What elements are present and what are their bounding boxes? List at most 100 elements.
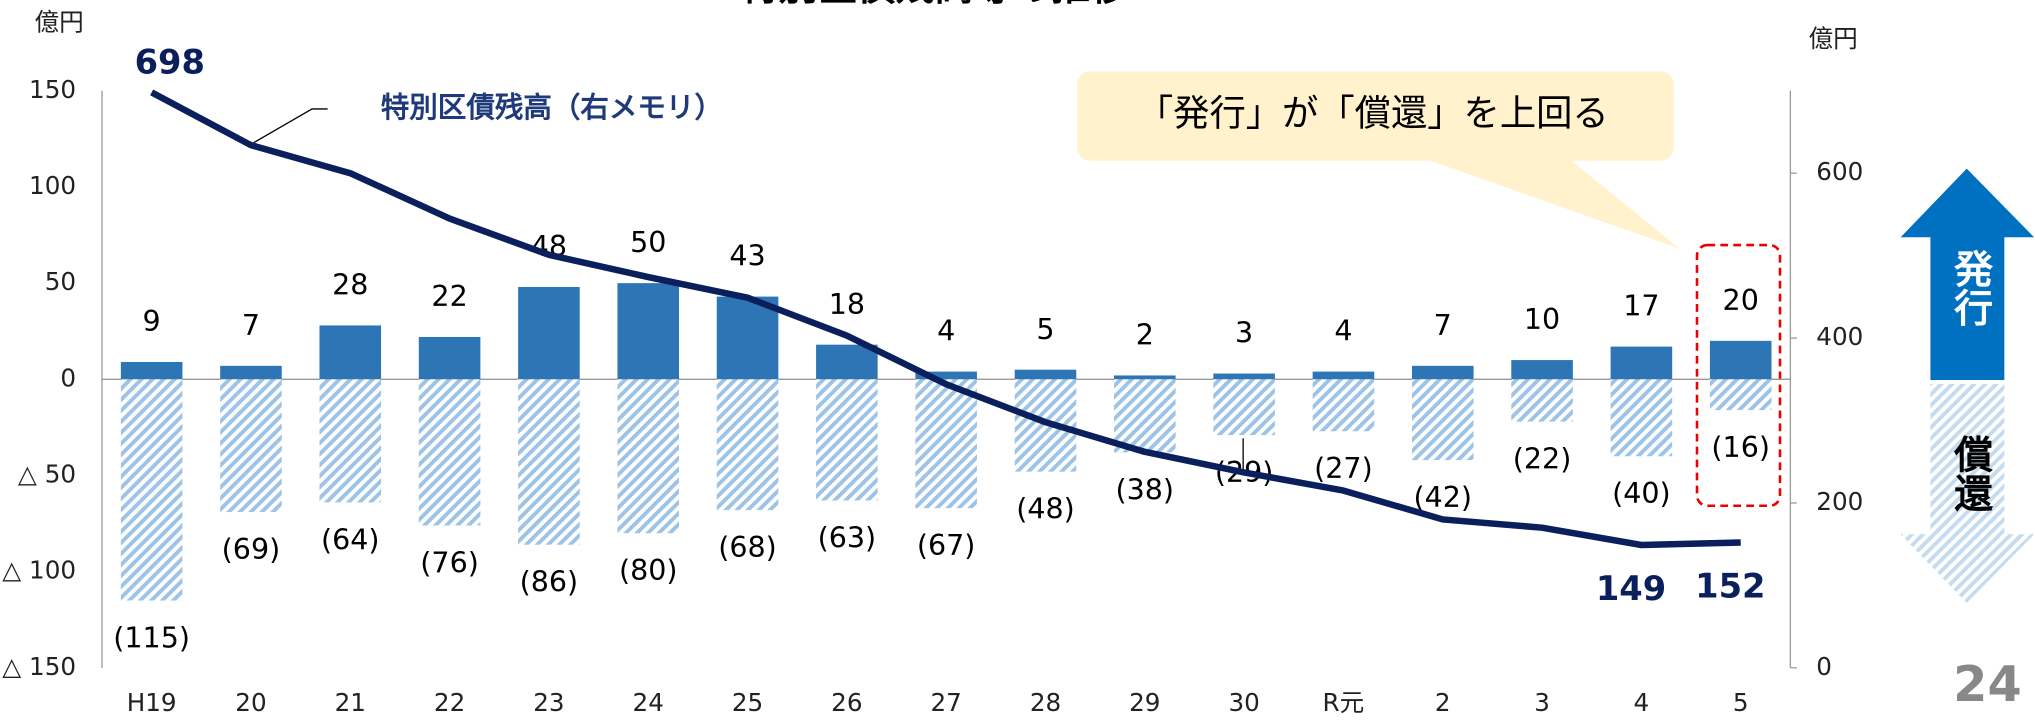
chart-title: 特別区債残高等の推移: [740, 0, 1129, 10]
bar-value-label: (63): [818, 521, 877, 554]
bar-value-label: (42): [1413, 481, 1472, 514]
bar-value-label: 18: [829, 288, 865, 321]
x-tick-label: 22: [434, 688, 465, 717]
x-tick-label: 5: [1733, 688, 1749, 717]
bar-value-label: (69): [222, 533, 281, 566]
issue-arrow: [1900, 168, 2035, 380]
bar-value-label: 4: [937, 315, 955, 348]
bar: [915, 379, 977, 509]
x-tick-label: 30: [1228, 688, 1259, 717]
redeem-label: 償還: [1948, 434, 1994, 512]
y-tick-label: △ 150: [2, 652, 76, 681]
bar-value-label: (76): [420, 546, 479, 579]
bar: [1411, 365, 1474, 380]
issue-label: 発行: [1948, 249, 1993, 327]
bar-value-label: (16): [1711, 431, 1770, 464]
bar: [518, 286, 580, 380]
bar: [1114, 375, 1176, 380]
bar-value-label: (40): [1612, 477, 1671, 510]
y2-tick-label: 400: [1816, 322, 1863, 351]
bar: [1610, 346, 1673, 380]
bar-value-label: (86): [520, 566, 579, 599]
bar-value-label: 43: [729, 240, 765, 273]
legend-line: 特別区債残高（右メモリ）: [381, 91, 723, 124]
y2-tick-label: 600: [1816, 157, 1863, 186]
bar-value-label: (115): [113, 621, 190, 654]
line-value-label: 152: [1695, 566, 1765, 605]
x-tick-label: 29: [1129, 688, 1160, 717]
bar: [716, 296, 779, 380]
x-tick-label: 25: [732, 688, 763, 717]
bar-value-label: 17: [1623, 290, 1659, 323]
bar: [816, 344, 878, 380]
bar: [1213, 379, 1275, 436]
bar-value-label: 20: [1723, 284, 1759, 317]
bar-value-label: 7: [1434, 309, 1452, 342]
y-tick-label: 50: [45, 267, 76, 296]
bar: [1014, 369, 1077, 380]
callout-text: 「発行」が「償還」を上回る: [1137, 91, 1609, 134]
bar-value-label: 5: [1036, 313, 1054, 346]
bar: [816, 379, 878, 501]
x-tick-label: 24: [633, 688, 664, 717]
bar: [1709, 340, 1772, 380]
highlight-box: [1695, 243, 1782, 508]
x-tick-label: 27: [931, 688, 962, 717]
y-axis-label: 億円: [35, 7, 84, 36]
bar-value-label: 22: [431, 280, 467, 313]
bar-value-label: (68): [718, 531, 777, 564]
y2-axis-label: 億円: [1809, 24, 1858, 53]
bar: [319, 325, 382, 380]
y-tick-label: △ 50: [18, 459, 76, 488]
bar: [418, 379, 481, 526]
bar: [319, 379, 382, 503]
x-tick-label: 2: [1435, 688, 1451, 717]
page-number: 24: [1953, 655, 2022, 713]
bar-value-label: (80): [619, 554, 678, 587]
y-tick-label: 150: [29, 75, 76, 104]
x-tick-label: 26: [831, 688, 862, 717]
bar-value-label: 7: [242, 309, 260, 342]
bar: [1610, 379, 1673, 457]
callout-tail: [1427, 159, 1681, 249]
x-tick-label: 28: [1030, 688, 1061, 717]
bar-value-label: 9: [143, 305, 161, 338]
balance-line: [150, 89, 1741, 549]
bar: [617, 283, 680, 380]
bar-value-label: (38): [1116, 473, 1175, 506]
bar: [220, 379, 282, 513]
bar-value-label: 2: [1136, 319, 1154, 352]
bar: [1114, 379, 1176, 453]
bar-value-label: (27): [1314, 452, 1373, 485]
bar: [1511, 360, 1573, 380]
bar: [418, 336, 481, 380]
bar-value-label: 3: [1235, 317, 1253, 350]
x-tick-label: 3: [1534, 688, 1550, 717]
bar-value-label: (67): [917, 529, 976, 562]
y-tick-label: 0: [60, 363, 76, 392]
x-tick-label: 20: [235, 688, 266, 717]
bar-value-label: 50: [630, 226, 666, 259]
bar: [120, 379, 183, 601]
y-tick-label: 100: [29, 171, 76, 200]
line-value-label: 149: [1596, 569, 1666, 608]
bar: [1312, 371, 1375, 380]
bar: [1511, 379, 1573, 422]
x-tick-label: 4: [1634, 688, 1650, 717]
bar: [1709, 379, 1772, 411]
x-tick-label: H19: [127, 688, 177, 717]
x-tick-label: R元: [1323, 688, 1365, 717]
x-tick-label: 23: [533, 688, 564, 717]
bar: [1312, 379, 1375, 432]
bar-value-label: 10: [1524, 303, 1560, 336]
x-tick-label: 21: [335, 688, 366, 717]
callout-box: [1077, 71, 1674, 161]
bar: [617, 379, 680, 534]
redeem-arrow: [1900, 383, 2035, 603]
bar-value-label: 28: [332, 269, 368, 302]
legend-leader: [253, 108, 328, 144]
bar: [1411, 379, 1474, 461]
line-value-label: 698: [135, 42, 205, 81]
